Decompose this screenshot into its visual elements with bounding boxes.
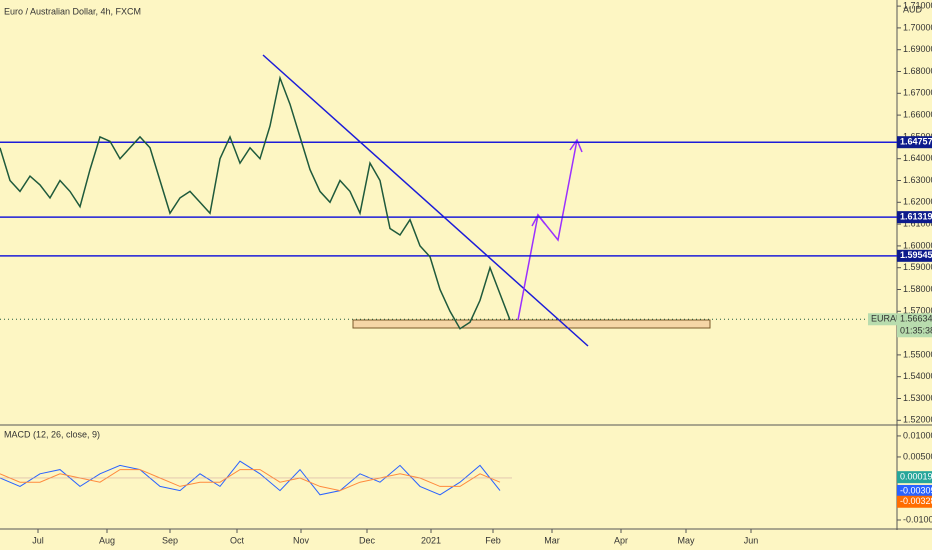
y-tick-label: 1.66000: [903, 109, 932, 119]
x-tick-label: 2021: [421, 535, 441, 545]
x-tick-label: Apr: [614, 535, 628, 545]
symbol-label: EURAUD: [871, 314, 910, 324]
level-label-bg: [897, 249, 932, 262]
x-tick-label: Sep: [162, 535, 178, 545]
level-label: 1.59545: [900, 250, 932, 260]
arrow-head: [569, 138, 583, 153]
last-price-label: 1.56634: [900, 314, 932, 324]
trend-line: [262, 54, 589, 347]
projection-path: [517, 139, 578, 321]
macd-line: [0, 469, 501, 492]
macd-value-label: -0.00328: [900, 496, 932, 506]
y-tick-label: 1.57000: [903, 306, 932, 316]
x-tick-label: May: [677, 535, 695, 545]
symbol-bg: [868, 313, 897, 326]
y-tick-label: 1.63000: [903, 175, 932, 185]
support-zone: [352, 319, 711, 329]
macd-line: [0, 460, 501, 496]
x-tick-label: Mar: [544, 535, 560, 545]
macd-value-bg: [897, 495, 932, 508]
countdown: 01:35:38: [900, 326, 932, 336]
y-tick-label: 1.53000: [903, 393, 932, 403]
y-tick-label: 0.00500: [903, 451, 932, 461]
last-price-bg: [897, 313, 932, 338]
level-label: 1.61319: [900, 212, 932, 222]
level-label-bg: [897, 136, 932, 149]
macd-title: MACD (12, 26, close, 9): [4, 429, 100, 439]
y-tick-label: 1.62000: [903, 197, 932, 207]
level-label: 1.64757: [900, 137, 932, 147]
y-tick-label: 1.61000: [903, 218, 932, 228]
macd-value-bg: [897, 484, 932, 497]
currency-label: AUD: [903, 4, 923, 14]
x-tick-label: Jul: [32, 535, 44, 545]
macd-value-label: -0.00309: [900, 485, 932, 495]
x-tick-label: Nov: [293, 535, 310, 545]
y-tick-label: 1.67000: [903, 88, 932, 98]
x-tick-label: Dec: [359, 535, 376, 545]
arrow-head: [531, 213, 546, 227]
y-tick-label: 1.69000: [903, 44, 932, 54]
y-tick-label: 1.70000: [903, 22, 932, 32]
x-tick-label: Feb: [485, 535, 501, 545]
y-tick-label: 1.55000: [903, 349, 932, 359]
y-tick-label: 1.54000: [903, 371, 932, 381]
y-tick-label: 1.52000: [903, 415, 932, 425]
macd-value-label: 0.00019: [900, 472, 932, 482]
x-tick-label: Oct: [230, 535, 245, 545]
x-tick-label: Jun: [744, 535, 759, 545]
level-label-bg: [897, 211, 932, 224]
y-tick-label: 1.58000: [903, 284, 932, 294]
y-tick-label: 1.68000: [903, 66, 932, 76]
y-tick-label: 1.60000: [903, 240, 932, 250]
x-tick-label: Aug: [99, 535, 115, 545]
chart-title: Euro / Australian Dollar, 4h, FXCM: [4, 6, 141, 16]
y-tick-label: 1.64000: [903, 153, 932, 163]
macd-value-bg: [897, 471, 932, 484]
price-line: [0, 75, 511, 330]
y-tick-label: 1.59000: [903, 262, 932, 272]
